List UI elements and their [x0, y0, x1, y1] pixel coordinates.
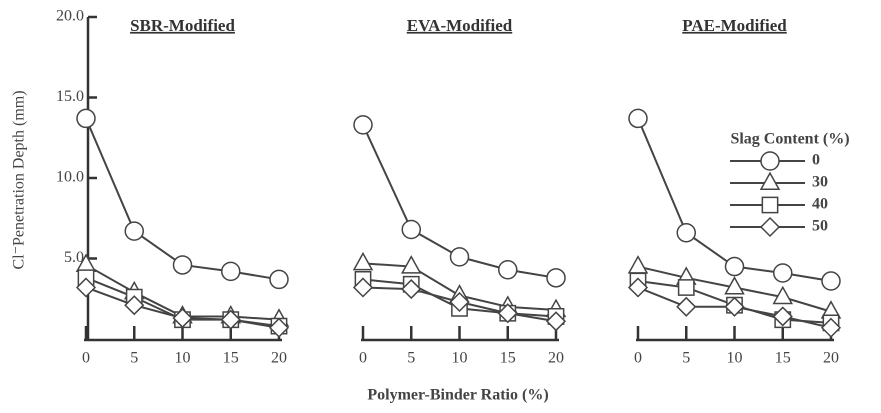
x-tick-label: 0 [634, 350, 642, 367]
y-tick-label: 15.0 [56, 88, 84, 105]
x-tick-label: 0 [359, 350, 367, 367]
marker-circle [124, 221, 144, 241]
marker-circle [172, 255, 193, 275]
marker-circle [628, 108, 648, 129]
x-tick-label: 20 [271, 350, 287, 367]
marker-diamond [820, 317, 842, 338]
x-tick-label: 0 [82, 350, 90, 367]
y-tick-label: 5.0 [64, 249, 84, 266]
y-tick-label: 10.0 [56, 169, 84, 186]
marker-circle [821, 271, 841, 291]
panel-title: EVA-Modified [407, 16, 513, 35]
marker-diamond [627, 277, 649, 298]
x-tick-label: 10 [175, 350, 191, 367]
x-tick-label: 10 [452, 350, 468, 367]
marker-circle [221, 261, 241, 282]
x-tick-label: 5 [130, 350, 138, 367]
marker-circle [724, 256, 745, 277]
legend-title: Slag Content (%) [730, 131, 849, 148]
marker-circle [353, 115, 373, 135]
marker-triangle [352, 251, 374, 271]
panel-title: PAE-Modified [682, 16, 787, 35]
marker-diamond [676, 296, 697, 317]
x-tick-label: 20 [823, 350, 839, 367]
legend-label: 40 [812, 196, 828, 213]
x-tick-label: 15 [775, 350, 791, 367]
marker-circle [269, 269, 289, 290]
x-tick-label: 15 [500, 350, 516, 367]
marker-square [677, 279, 695, 296]
marker-triangle [400, 255, 422, 274]
marker-circle [449, 247, 470, 267]
marker-triangle [772, 285, 794, 305]
x-tick-label: 5 [682, 350, 690, 367]
marker-diamond [124, 295, 145, 316]
marker-diamond [724, 296, 745, 317]
marker-circle [498, 260, 518, 280]
marker-circle [773, 263, 793, 283]
legend-label: 30 [812, 174, 828, 191]
marker-circle [76, 108, 96, 129]
x-tick-label: 10 [727, 350, 743, 367]
marker-circle [401, 219, 421, 240]
panel-title: SBR-Modified [130, 16, 235, 35]
y-tick-label: 20.0 [56, 8, 84, 25]
marker-triangle [724, 276, 745, 295]
legend-label: 0 [812, 152, 820, 169]
marker-diamond [545, 311, 567, 332]
legend-label: 50 [812, 218, 828, 235]
marker-diamond [759, 216, 781, 238]
marker-circle [676, 222, 696, 243]
marker-diamond [268, 317, 290, 338]
marker-diamond [772, 306, 793, 327]
marker-diamond [220, 309, 241, 330]
marker-diamond [75, 277, 97, 298]
marker-circle [546, 268, 566, 288]
marker-square [761, 196, 779, 214]
y-axis-label: Cl⁻Penetration Depth (mm) [11, 90, 28, 269]
x-axis-label: Polymer-Binder Ratio (%) [367, 387, 548, 404]
marker-triangle [759, 171, 781, 191]
marker-diamond [172, 308, 193, 329]
marker-triangle [627, 255, 649, 274]
marker-diamond [352, 277, 374, 298]
marker-diamond [401, 279, 422, 300]
marker-diamond [497, 303, 518, 324]
marker-diamond [449, 291, 470, 313]
marker-circle [760, 151, 780, 171]
x-tick-label: 15 [223, 350, 239, 367]
x-tick-label: 20 [548, 350, 564, 367]
x-tick-label: 5 [407, 350, 415, 367]
